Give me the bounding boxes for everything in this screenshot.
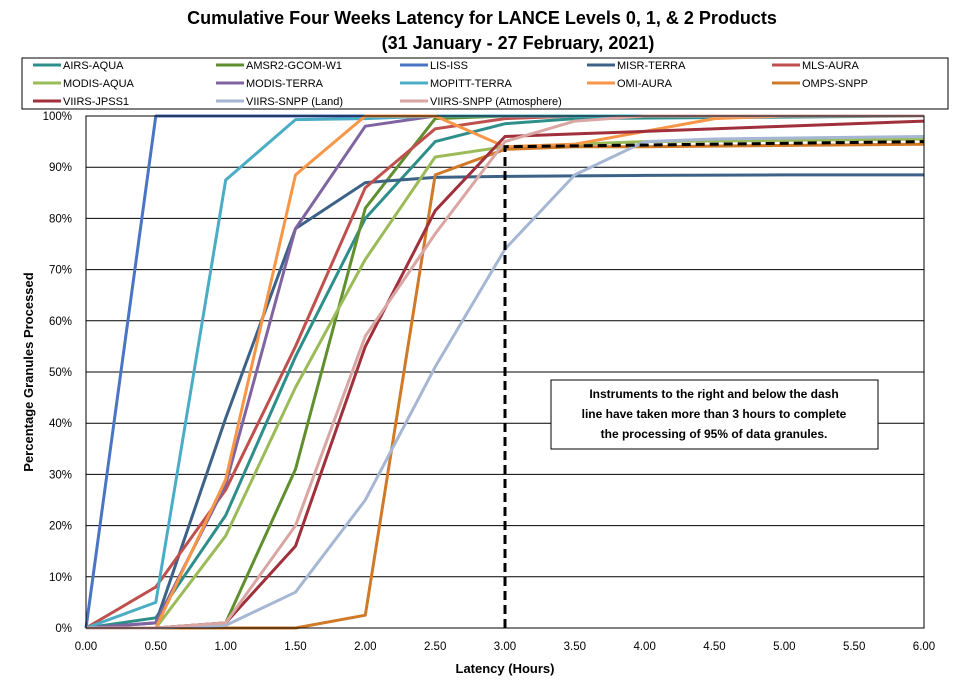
legend-label: MODIS-TERRA	[246, 78, 324, 90]
x-tick-label: 4.50	[703, 641, 725, 653]
x-tick-label: 0.00	[75, 641, 97, 653]
x-tick-label: 0.50	[145, 641, 167, 653]
x-tick-label: 2.00	[354, 641, 376, 653]
legend-label: AMSR2-GCOM-W1	[246, 60, 342, 72]
y-tick-label: 60%	[49, 316, 72, 328]
x-tick-label: 6.00	[913, 641, 935, 653]
annotation-line-3: the processing of 95% of data granules.	[601, 427, 828, 441]
series-lines	[84, 114, 925, 630]
y-tick-label: 40%	[49, 418, 72, 430]
legend-label: MISR-TERRA	[617, 60, 686, 72]
legend-label: VIIRS-SNPP (Land)	[246, 96, 343, 108]
y-tick-label: 30%	[49, 469, 72, 481]
x-tick-labels: 0.00 0.50 1.00 1.50 2.00 2.50 3.00 3.50 4.00 4.50…	[75, 641, 935, 653]
y-tick-label: 10%	[49, 572, 72, 584]
legend-label: MODIS-AQUA	[63, 78, 135, 90]
y-tick-labels: 0% 10% 20% 30% 40% 50% 60% 70% 80% 90% 100%	[43, 111, 72, 635]
x-tick-label: 1.00	[214, 641, 236, 653]
legend-label: VIIRS-SNPP (Atmosphere)	[430, 96, 562, 108]
x-tick-label: 3.50	[564, 641, 586, 653]
y-axis-label: Percentage Granules Processed	[21, 272, 36, 471]
legend-label: LIS-ISS	[430, 60, 468, 72]
plot-border	[85, 115, 925, 629]
annotation-line-2: line have taken more than 3 hours to com…	[582, 407, 847, 421]
legend: AIRS-AQUA AMSR2-GCOM-W1 LIS-ISS MISR-TERRA M…	[33, 60, 868, 108]
series-line-0	[85, 114, 925, 630]
x-tick-label: 3.00	[494, 641, 516, 653]
legend-label: OMI-AURA	[617, 78, 673, 90]
legend-label: AIRS-AQUA	[63, 60, 124, 72]
series-line-11	[86, 135, 925, 630]
y-tick-label: 70%	[49, 265, 72, 277]
x-tick-label: 5.00	[773, 641, 795, 653]
x-axis-label: Latency (Hours)	[456, 661, 555, 676]
y-tick-label: 100%	[43, 111, 72, 123]
chart-title: Cumulative Four Weeks Latency for LANCE …	[187, 8, 777, 28]
y-tick-label: 0%	[55, 623, 72, 635]
annotation-box: Instruments to the right and below the d…	[550, 379, 879, 450]
legend-label: OMPS-SNPP	[802, 78, 868, 90]
series-line-8	[86, 114, 924, 630]
x-tick-label: 5.50	[843, 641, 865, 653]
y-tick-label: 80%	[49, 213, 72, 225]
x-tick-label: 1.50	[284, 641, 306, 653]
legend-label: VIIRS-JPSS1	[63, 96, 129, 108]
chart-subtitle: (31 January - 27 February, 2021)	[382, 33, 655, 53]
x-tick-label: 4.00	[633, 641, 655, 653]
y-tick-label: 90%	[49, 162, 72, 174]
legend-label: MLS-AURA	[802, 60, 860, 72]
y-tick-label: 20%	[49, 521, 72, 533]
y-tick-label: 50%	[49, 367, 72, 379]
x-tick-label: 2.50	[424, 641, 446, 653]
series-line-5	[86, 137, 925, 630]
series-line-12	[86, 114, 924, 630]
threshold-dash-line	[503, 140, 925, 628]
legend-label: MOPITT-TERRA	[430, 78, 513, 90]
annotation-line-1: Instruments to the right and below the d…	[589, 387, 838, 401]
